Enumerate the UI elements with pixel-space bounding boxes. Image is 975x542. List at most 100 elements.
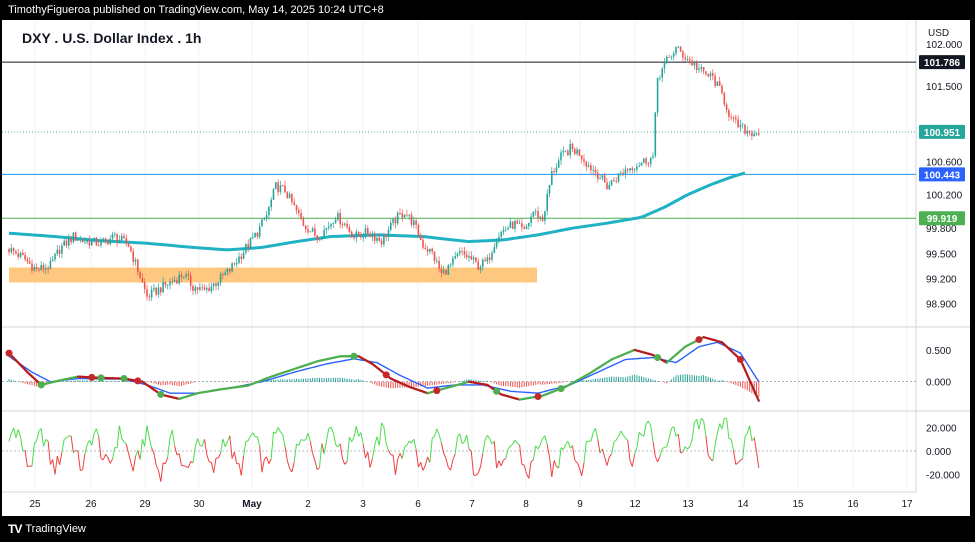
osc-segment xyxy=(164,457,169,465)
candle-body xyxy=(431,248,433,252)
osc-segment xyxy=(171,430,176,446)
candle-body xyxy=(300,213,302,219)
osc-segment xyxy=(312,453,316,461)
candle-body xyxy=(521,223,523,228)
candle-body xyxy=(350,231,353,238)
osc-segment xyxy=(289,468,293,473)
osc-segment xyxy=(376,436,380,446)
macd-cross-up-dot xyxy=(654,354,662,362)
candle-body xyxy=(511,221,514,229)
candle-body xyxy=(49,260,52,270)
osc-segment xyxy=(358,432,362,437)
time-tick-label: 9 xyxy=(577,499,583,510)
tradingview-logo[interactable]: TV TradingView xyxy=(8,522,86,536)
candle-body xyxy=(91,240,93,246)
candle-body xyxy=(739,124,742,128)
candle-body xyxy=(525,226,528,229)
osc-segment xyxy=(229,435,233,459)
chart-canvas[interactable]: 102.000 101.500 100.600 100.200 99.800 99.500… xyxy=(2,20,970,516)
price-tick-label: 98.900 xyxy=(926,299,957,310)
candle-body xyxy=(505,229,507,230)
osc-segment xyxy=(436,428,440,435)
osc-segment xyxy=(319,443,323,468)
candle-body xyxy=(24,254,26,260)
candle-body xyxy=(530,216,532,224)
osc-segment xyxy=(314,460,318,470)
candle-body xyxy=(555,167,558,173)
candle-body xyxy=(528,223,530,227)
candle-body xyxy=(35,266,38,269)
candle-body xyxy=(118,240,121,243)
osc-segment xyxy=(716,423,721,434)
osc-segment xyxy=(424,456,429,466)
candle-body xyxy=(551,171,553,185)
chart-frame[interactable]: DXY . U.S. Dollar Index . 1h USD 102.000… xyxy=(2,20,970,516)
candle-body xyxy=(219,274,222,283)
candle-body xyxy=(268,206,270,216)
osc-segment xyxy=(535,445,539,450)
candle-body xyxy=(652,155,654,158)
candle-body xyxy=(362,236,364,238)
candle-body xyxy=(235,262,238,265)
candle-body xyxy=(741,124,744,126)
price-tick-label: 100.600 xyxy=(926,157,963,168)
candle-body xyxy=(47,267,49,270)
candle-body xyxy=(438,260,440,269)
candle-body xyxy=(254,232,256,238)
osc-segment xyxy=(666,437,670,447)
candle-body xyxy=(679,46,682,52)
osc-segment xyxy=(128,453,132,463)
currency-label[interactable]: USD xyxy=(928,28,950,39)
candle-body xyxy=(684,57,686,60)
candle-body xyxy=(42,265,45,270)
osc-segment xyxy=(392,454,396,475)
candle-body xyxy=(355,231,358,238)
candle-body xyxy=(631,168,634,171)
osc-segment xyxy=(682,446,686,453)
candle-body xyxy=(238,256,240,263)
osc-segment xyxy=(611,442,615,455)
macd-cross-down-dot xyxy=(5,349,13,357)
osc-segment xyxy=(618,430,622,437)
candle-body xyxy=(203,287,206,290)
candle-body xyxy=(668,56,670,58)
candle-body xyxy=(137,259,139,273)
osc-segment xyxy=(749,425,753,442)
osc-segment xyxy=(482,439,486,454)
candle-body xyxy=(608,184,611,190)
candle-body xyxy=(125,238,128,244)
symbol-title: DXY . U.S. Dollar Index . 1h xyxy=(22,30,202,46)
candle-body xyxy=(173,280,176,282)
candle-body xyxy=(309,231,312,233)
macd-cross-down-dot xyxy=(134,377,142,385)
candle-body xyxy=(81,239,84,243)
osc-segment xyxy=(250,432,254,437)
candle-body xyxy=(65,240,68,246)
osc-segment xyxy=(351,436,355,442)
osc-segment xyxy=(24,450,28,467)
candle-body xyxy=(670,56,673,58)
candle-body xyxy=(691,60,693,66)
candle-body xyxy=(26,259,29,262)
candle-body xyxy=(70,238,72,243)
osc-segment xyxy=(105,453,109,458)
candle-body xyxy=(640,162,643,166)
candle-body xyxy=(638,165,640,167)
osc-segment xyxy=(374,436,378,446)
candle-body xyxy=(281,185,284,187)
osc-segment xyxy=(70,435,74,453)
candle-body xyxy=(334,219,337,224)
candle-body xyxy=(571,143,574,150)
osc-segment xyxy=(744,433,748,438)
candle-body xyxy=(666,56,668,62)
time-tick-label: 29 xyxy=(139,499,151,510)
candle-body xyxy=(491,252,493,260)
candle-body xyxy=(394,218,397,224)
osc-segment xyxy=(434,428,438,437)
macd-cross-down-dot xyxy=(695,336,703,344)
osc-segment xyxy=(498,460,502,467)
candle-body xyxy=(735,117,737,120)
candle-body xyxy=(387,229,390,237)
candle-body xyxy=(624,169,627,174)
osc-segment xyxy=(339,443,343,459)
